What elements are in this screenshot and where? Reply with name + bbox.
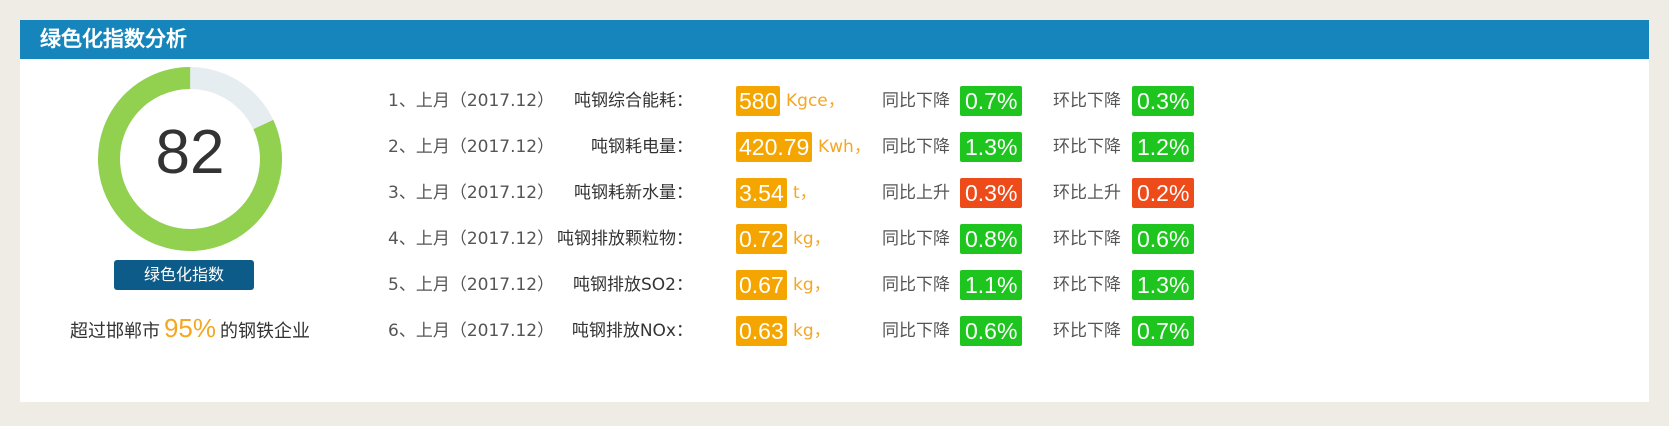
row-mom-value: 0.7% <box>1132 316 1195 346</box>
row-yoy-label: 同比下降 <box>882 137 950 157</box>
row-yoy-label: 同比下降 <box>882 229 950 249</box>
row-index-period: 4、上月（2017.12） <box>388 229 555 249</box>
indicator-row: 1、上月（2017.12） 吨钢综合能耗： 580 Kgce， 同比下降 0.7% 环比下降… <box>0 84 1200 118</box>
row-metric-value: 580 <box>736 86 781 116</box>
row-mom-label: 环比下降 <box>1053 137 1121 157</box>
row-mom-value: 1.3% <box>1132 270 1195 300</box>
row-yoy-label: 同比下降 <box>882 275 950 295</box>
row-metric-unit: kg， <box>793 275 831 295</box>
green-index-panel: 绿色化指数分析 <box>20 20 1649 402</box>
row-yoy-label: 同比下降 <box>882 321 950 341</box>
row-index-period: 2、上月（2017.12） <box>388 137 555 157</box>
row-yoy-value: 1.1% <box>960 270 1023 300</box>
row-index-period: 1、上月（2017.12） <box>388 91 555 111</box>
indicator-row: 4、上月（2017.12） 吨钢排放颗粒物： 0.72 kg， 同比下降 0.8% 环比下降… <box>0 222 1200 256</box>
row-metric-value: 0.63 <box>736 316 787 346</box>
row-metric-name: 吨钢耗新水量： <box>574 183 693 203</box>
exceed-summary: 超过邯郸市 95% 的钢铁企业 <box>45 313 335 347</box>
exceed-percent: 95% <box>163 313 217 343</box>
row-yoy-value: 0.7% <box>960 86 1023 116</box>
row-yoy-label: 同比上升 <box>882 183 950 203</box>
indicator-row: 6、上月（2017.12） 吨钢排放NOx： 0.63 kg， 同比下降 0.6% 环比下降… <box>0 314 1200 348</box>
row-metric-value: 3.54 <box>736 178 787 208</box>
row-mom-value: 0.6% <box>1132 224 1195 254</box>
exceed-prefix: 超过邯郸市 <box>69 321 160 342</box>
row-metric-name: 吨钢排放颗粒物： <box>557 229 693 249</box>
row-metric-unit: t， <box>793 183 817 203</box>
row-mom-value: 1.2% <box>1132 132 1195 162</box>
row-index-period: 6、上月（2017.12） <box>388 321 555 341</box>
exceed-suffix: 的钢铁企业 <box>220 321 311 342</box>
row-yoy-value: 1.3% <box>960 132 1023 162</box>
panel-title: 绿色化指数分析 <box>40 27 187 51</box>
green-index-gauge <box>98 67 282 251</box>
row-mom-label: 环比上升 <box>1053 183 1121 203</box>
row-metric-name: 吨钢耗电量： <box>591 137 693 157</box>
row-mom-label: 环比下降 <box>1053 321 1121 341</box>
row-yoy-label: 同比下降 <box>882 91 950 111</box>
row-metric-value: 0.67 <box>736 270 787 300</box>
row-mom-value: 0.2% <box>1132 178 1195 208</box>
row-metric-name: 吨钢排放NOx： <box>571 321 693 341</box>
row-metric-unit: Kwh， <box>818 137 871 157</box>
row-metric-name: 吨钢综合能耗： <box>574 91 693 111</box>
gauge-value: 82 <box>155 118 225 187</box>
row-mom-value: 0.3% <box>1132 86 1195 116</box>
indicator-row: 5、上月（2017.12） 吨钢排放SO2： 0.67 kg， 同比下降 1.1% 环比下降… <box>0 268 1200 302</box>
row-metric-value: 0.72 <box>736 224 787 254</box>
panel-header: 绿色化指数分析 <box>20 20 1649 59</box>
row-index-period: 3、上月（2017.12） <box>388 183 555 203</box>
row-mom-label: 环比下降 <box>1053 275 1121 295</box>
row-yoy-value: 0.3% <box>960 178 1023 208</box>
indicator-row: 3、上月（2017.12） 吨钢耗新水量： 3.54 t， 同比上升 0.3% 环比上升 0.… <box>0 176 1200 210</box>
green-index-badge: 绿色化指数 <box>114 260 254 290</box>
row-yoy-value: 0.6% <box>960 316 1023 346</box>
gauge-fill <box>98 67 282 251</box>
row-mom-label: 环比下降 <box>1053 229 1121 249</box>
indicator-row: 2、上月（2017.12） 吨钢耗电量： 420.79 Kwh， 同比下降 1.3% 环比下… <box>0 130 1200 164</box>
row-mom-label: 环比下降 <box>1053 91 1121 111</box>
row-metric-unit: kg， <box>793 229 831 249</box>
row-metric-value: 420.79 <box>736 132 813 162</box>
row-metric-unit: kg， <box>793 321 831 341</box>
row-index-period: 5、上月（2017.12） <box>388 275 555 295</box>
row-metric-unit: Kgce， <box>786 91 845 111</box>
row-metric-name: 吨钢排放SO2： <box>573 275 693 295</box>
row-yoy-value: 0.8% <box>960 224 1023 254</box>
